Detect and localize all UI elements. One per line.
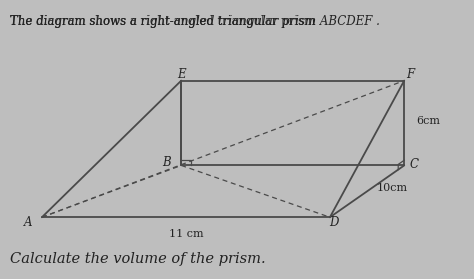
- Text: C: C: [410, 158, 419, 171]
- Text: D: D: [329, 216, 338, 229]
- Text: Calculate the volume of the prism.: Calculate the volume of the prism.: [10, 252, 266, 266]
- Text: E: E: [177, 68, 185, 81]
- Text: 11 cm: 11 cm: [169, 229, 203, 239]
- Text: A: A: [24, 216, 32, 229]
- Text: F: F: [407, 68, 415, 81]
- Text: The diagram shows a right-angled triangular prism: The diagram shows a right-angled triangu…: [10, 15, 319, 28]
- Text: 6cm: 6cm: [416, 116, 440, 126]
- Text: 10cm: 10cm: [376, 183, 408, 193]
- Text: B: B: [162, 156, 171, 169]
- Text: The diagram shows a right-angled triangular prism ABCDEF .: The diagram shows a right-angled triangu…: [10, 15, 380, 28]
